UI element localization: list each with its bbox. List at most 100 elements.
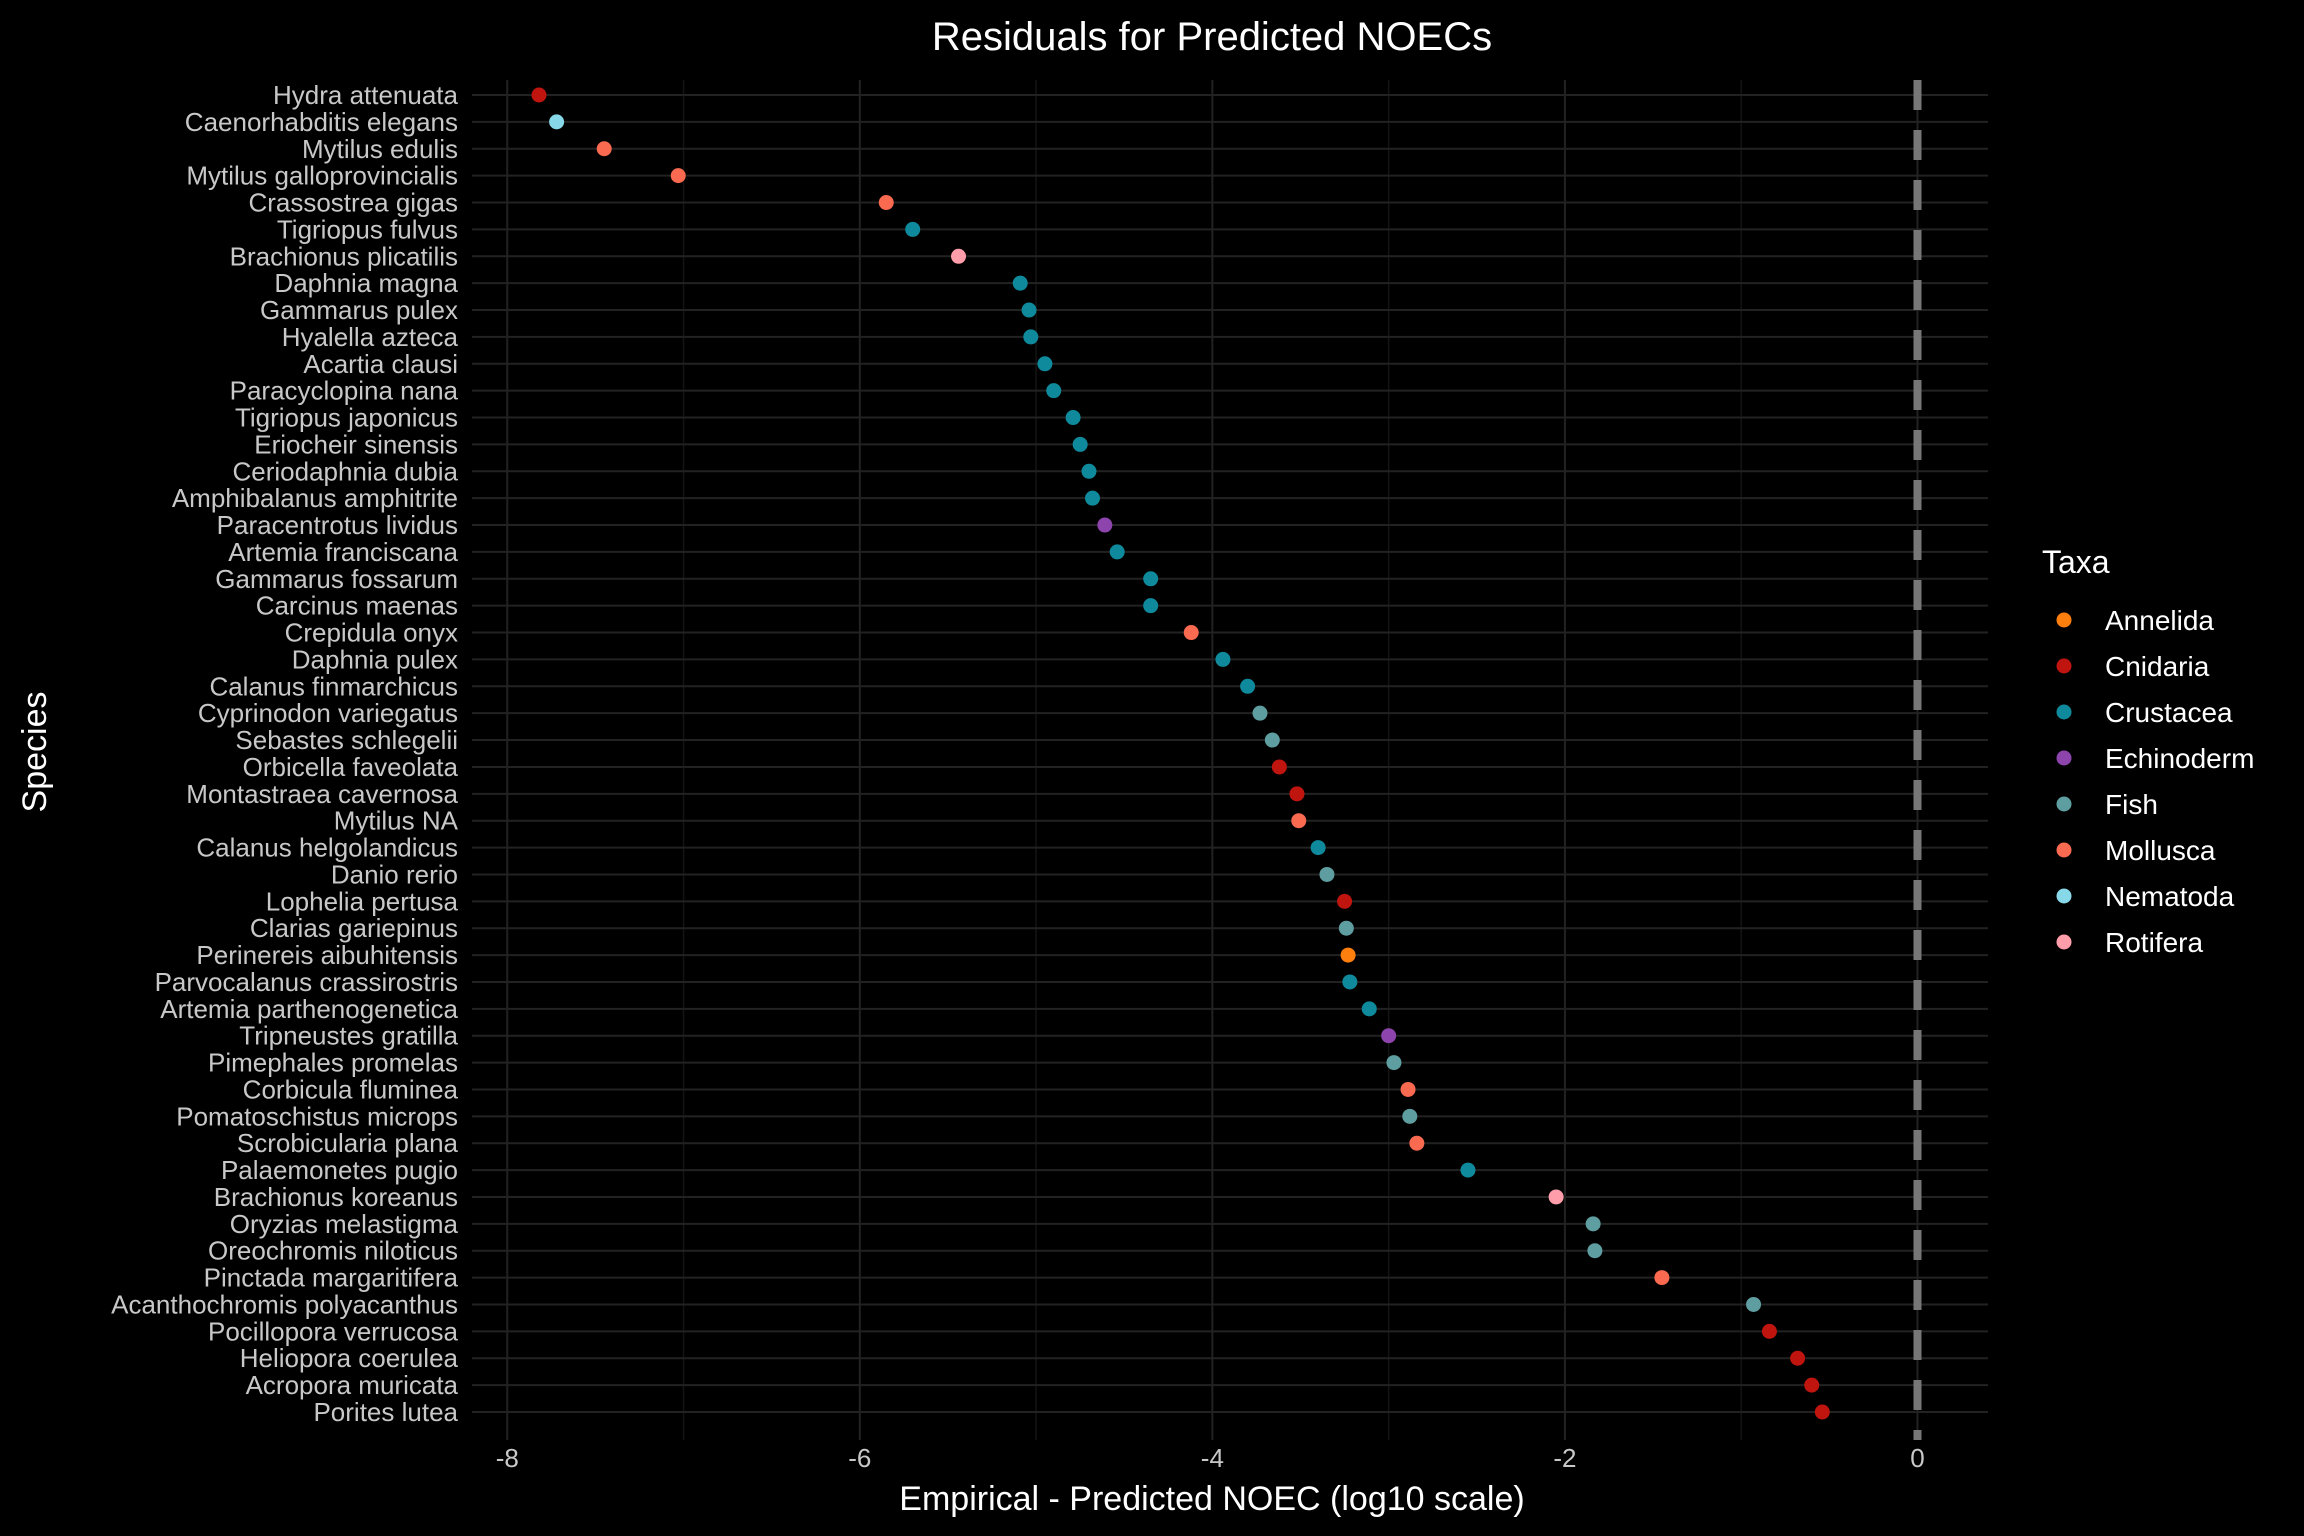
legend-label: Mollusca: [2105, 835, 2216, 866]
data-point: [1289, 786, 1305, 802]
y-tick-label: Cyprinodon variegatus: [198, 698, 458, 728]
x-tick-label: -2: [1553, 1443, 1576, 1473]
y-tick-label: Ceriodaphnia dubia: [232, 456, 458, 486]
data-point: [1021, 302, 1037, 318]
y-tick-label: Acropora muricata: [246, 1370, 459, 1400]
data-points: [531, 87, 1830, 1420]
x-tick-label: -6: [848, 1443, 871, 1473]
legend-swatch: [2056, 750, 2072, 766]
y-tick-label: Paracyclopina nana: [230, 376, 459, 406]
legend-label: Nematoda: [2105, 881, 2235, 912]
data-point: [1183, 625, 1199, 641]
data-point: [596, 141, 612, 157]
y-tick-label: Pomatoschistus microps: [176, 1101, 458, 1131]
y-tick-label: Scrobicularia plana: [237, 1128, 459, 1158]
legend-swatch: [2056, 704, 2072, 720]
y-tick-label: Palaemonetes pugio: [221, 1155, 458, 1185]
y-tick-label: Pinctada margaritifera: [204, 1263, 459, 1293]
data-point: [1240, 678, 1256, 694]
data-point: [1081, 463, 1097, 479]
data-point: [1072, 436, 1088, 452]
y-tick-label: Crassostrea gigas: [248, 188, 458, 218]
data-point: [1065, 410, 1081, 426]
data-point: [1340, 947, 1356, 963]
data-point: [1804, 1377, 1820, 1393]
x-tick-labels: -8 -6 -4 -2 0: [496, 1443, 1925, 1473]
legend-items: Annelida Cnidaria Crustacea Echinoderm Fish M…: [2056, 605, 2254, 958]
y-tick-label: Sebastes schlegelii: [235, 725, 458, 755]
chart-title: Residuals for Predicted NOECs: [932, 15, 1492, 59]
data-point: [1342, 974, 1358, 990]
legend-label: Crustacea: [2105, 697, 2233, 728]
data-point: [1012, 275, 1028, 291]
y-tick-label: Porites lutea: [313, 1397, 458, 1427]
y-tick-label: Danio rerio: [331, 859, 458, 889]
data-point: [1654, 1270, 1670, 1286]
data-point: [1291, 813, 1307, 829]
data-point: [1310, 840, 1326, 856]
y-tick-label: Heliopora coerulea: [240, 1343, 459, 1373]
y-tick-label: Hydra attenuata: [273, 80, 459, 110]
y-tick-label: Acartia clausi: [303, 349, 458, 379]
y-tick-label: Eriocheir sinensis: [254, 429, 458, 459]
y-tick-label: Oreochromis niloticus: [208, 1236, 458, 1266]
data-point: [1319, 866, 1335, 882]
y-tick-label: Mytilus NA: [334, 806, 459, 836]
data-point: [1085, 490, 1101, 506]
data-point: [1409, 1135, 1425, 1151]
legend: Taxa Annelida Cnidaria Crustacea Echinoderm…: [2042, 544, 2254, 958]
data-point: [1143, 598, 1159, 614]
y-tick-label: Mytilus edulis: [302, 134, 458, 164]
data-point: [1264, 732, 1280, 748]
x-axis-title: Empirical - Predicted NOEC (log10 scale): [899, 1480, 1524, 1518]
y-tick-label: Amphibalanus amphitrite: [172, 483, 458, 513]
y-tick-label: Brachionus koreanus: [214, 1182, 458, 1212]
y-tick-label: Crepidula onyx: [285, 618, 458, 648]
y-tick-label: Acanthochromis polyacanthus: [111, 1289, 458, 1319]
data-point: [905, 221, 921, 237]
y-tick-label: Lophelia pertusa: [266, 886, 459, 916]
x-tick-label: -8: [496, 1443, 519, 1473]
data-point: [670, 168, 686, 184]
y-tick-label: Corbicula fluminea: [243, 1074, 459, 1104]
data-point: [951, 248, 967, 264]
y-tick-label: Tigriopus japonicus: [235, 403, 458, 433]
x-tick-label: -4: [1201, 1443, 1224, 1473]
legend-swatch: [2056, 842, 2072, 858]
data-point: [1023, 329, 1039, 345]
y-tick-label: Perinereis aibuhitensis: [196, 940, 458, 970]
data-point: [549, 114, 565, 130]
data-point: [1097, 517, 1113, 533]
y-tick-label: Daphnia magna: [274, 268, 458, 298]
data-point: [1548, 1189, 1564, 1205]
y-tick-label: Calanus finmarchicus: [209, 671, 458, 701]
y-tick-label: Mytilus galloprovincialis: [186, 161, 458, 191]
y-tick-label: Gammarus pulex: [260, 295, 458, 325]
y-tick-label: Tripneustes gratilla: [239, 1021, 458, 1051]
data-point: [1215, 651, 1231, 667]
y-tick-label: Oryzias melastigma: [230, 1209, 459, 1239]
data-point: [531, 87, 547, 103]
legend-label: Echinoderm: [2105, 743, 2254, 774]
legend-label: Rotifera: [2105, 927, 2203, 958]
legend-label: Annelida: [2105, 605, 2214, 636]
y-tick-label: Orbicella faveolata: [243, 752, 459, 782]
data-point: [1761, 1323, 1777, 1339]
data-point: [1585, 1216, 1601, 1232]
y-tick-label: Brachionus plicatilis: [230, 241, 458, 271]
data-point: [1386, 1055, 1402, 1071]
data-point: [1746, 1296, 1762, 1312]
data-point: [1143, 571, 1159, 587]
y-tick-label: Artemia franciscana: [228, 537, 458, 567]
data-point: [1338, 920, 1354, 936]
y-tick-label: Montastraea cavernosa: [186, 779, 458, 809]
data-point: [1460, 1162, 1476, 1178]
data-point: [1271, 759, 1287, 775]
legend-label: Fish: [2105, 789, 2158, 820]
y-tick-label: Pimephales promelas: [208, 1048, 458, 1078]
y-tick-label: Paracentrotus lividus: [217, 510, 458, 540]
data-point: [1361, 1001, 1377, 1017]
data-point: [1252, 705, 1268, 721]
